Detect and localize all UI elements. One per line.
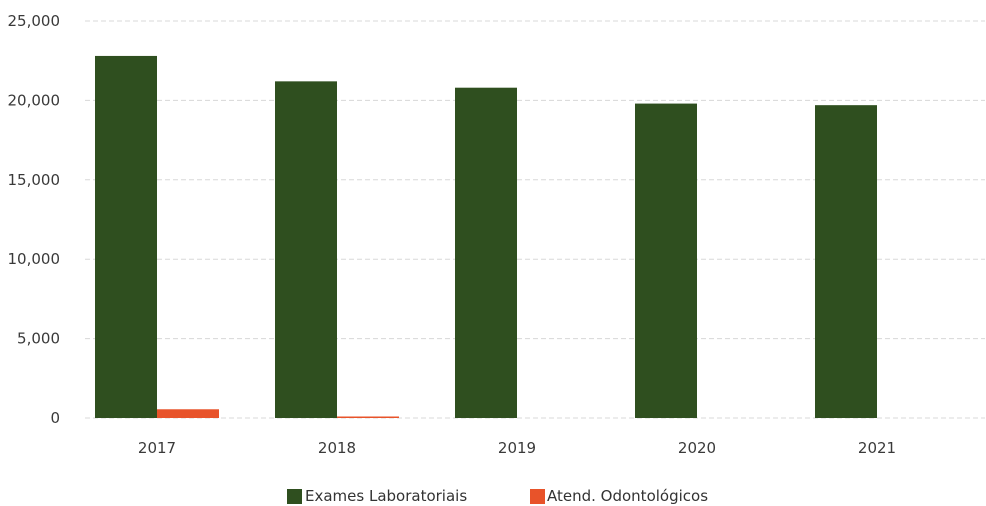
y-tick-label: 20,000 bbox=[8, 91, 61, 109]
y-tick-label: 0 bbox=[50, 409, 60, 427]
bar-odontologicos-2017 bbox=[157, 409, 219, 418]
y-tick-label: 15,000 bbox=[8, 171, 61, 189]
y-tick-label: 10,000 bbox=[8, 250, 61, 268]
legend: Exames Laboratoriais Atend. Odontológico… bbox=[287, 487, 708, 505]
bar-exames-2017 bbox=[95, 55, 157, 418]
y-tick-label: 25,000 bbox=[8, 12, 61, 30]
x-tick-label: 2019 bbox=[498, 439, 536, 457]
bar-exames-2020 bbox=[635, 103, 697, 419]
legend-label-odontologicos: Atend. Odontológicos bbox=[547, 487, 708, 505]
x-tick-label: 2017 bbox=[138, 439, 176, 457]
legend-label-exames: Exames Laboratoriais bbox=[305, 487, 467, 505]
bars bbox=[95, 55, 877, 419]
bar-odontologicos-2018 bbox=[337, 416, 399, 418]
legend-swatch-odontologicos bbox=[530, 489, 545, 504]
bar-exames-2018 bbox=[275, 81, 337, 419]
x-axis-ticks: 2017 2018 2019 2020 2021 bbox=[138, 439, 896, 457]
legend-swatch-exames bbox=[287, 489, 302, 504]
x-tick-label: 2018 bbox=[318, 439, 356, 457]
y-tick-label: 5,000 bbox=[17, 330, 60, 348]
x-tick-label: 2021 bbox=[858, 439, 896, 457]
y-axis-ticks: 0 5,000 10,000 15,000 20,000 25,000 bbox=[8, 12, 61, 427]
gridlines bbox=[85, 20, 985, 419]
x-tick-label: 2020 bbox=[678, 439, 716, 457]
bar-exames-2021 bbox=[815, 105, 877, 418]
bar-exames-2019 bbox=[455, 87, 517, 419]
